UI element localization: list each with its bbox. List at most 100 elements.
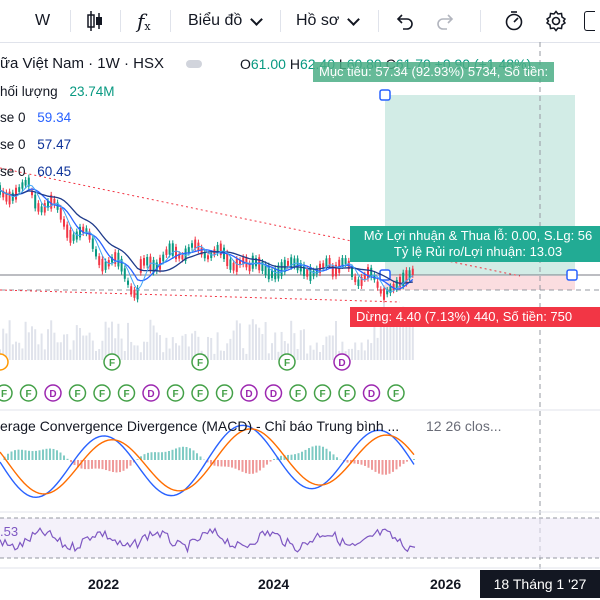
candle-body xyxy=(267,265,270,280)
event-marker xyxy=(278,353,296,371)
candle-body xyxy=(123,268,126,279)
volume-bar xyxy=(216,332,219,360)
event-marker-label: D xyxy=(338,358,345,369)
volume-bar xyxy=(91,340,94,360)
candle-body xyxy=(101,258,104,272)
volume-bar xyxy=(251,319,254,360)
ma-legend-2: se 0 57.47 xyxy=(0,137,72,152)
volume-bar xyxy=(127,322,129,360)
macd-legend[interactable]: erage Convergence Divergence (MACD) - Ch… xyxy=(0,418,400,434)
volume-bar xyxy=(248,324,251,360)
rsi-line xyxy=(0,527,416,554)
event-marker-label: F xyxy=(197,358,203,369)
redo-button[interactable] xyxy=(436,6,456,36)
macd-histogram xyxy=(220,460,223,467)
macd-histogram xyxy=(227,460,230,467)
candle-body xyxy=(21,182,24,189)
candle-body xyxy=(136,288,139,300)
symbol-title[interactable]: ữa Việt Nam · 1W · HSX xyxy=(0,55,203,72)
candle-body xyxy=(184,248,187,261)
candle-body xyxy=(152,259,155,273)
macd-histogram xyxy=(199,456,202,460)
volume-bar xyxy=(82,335,85,360)
candle-type-button[interactable] xyxy=(86,6,104,36)
candle-body xyxy=(72,234,75,241)
volume-bar xyxy=(72,340,75,360)
macd-histogram xyxy=(280,455,282,460)
candle-body xyxy=(117,252,120,267)
macd-histogram xyxy=(378,460,380,474)
candle-body xyxy=(187,247,190,253)
volume-bar xyxy=(175,343,177,360)
volume-bar xyxy=(168,348,171,360)
volume-bar xyxy=(2,328,5,360)
volume-bar xyxy=(34,329,37,360)
candle-body xyxy=(405,270,408,284)
volume-bar xyxy=(8,320,11,360)
candle-body xyxy=(88,231,91,240)
collapse-handle[interactable] xyxy=(186,60,203,69)
volume-bar xyxy=(184,334,187,360)
volume-bar xyxy=(392,308,395,360)
event-marker-label: F xyxy=(74,389,80,400)
undo-button[interactable] xyxy=(394,6,414,36)
macd-histogram xyxy=(353,460,356,464)
macd-histogram xyxy=(136,459,139,460)
chart-menu-button[interactable]: Biểu đồ xyxy=(188,6,264,36)
macd-histogram xyxy=(164,451,167,460)
volume-bar xyxy=(194,330,197,360)
volume-legend: hối lượng 23.74M xyxy=(0,84,115,99)
volume-bar xyxy=(411,318,414,360)
volume-bar xyxy=(351,348,353,360)
drag-handle xyxy=(379,89,391,101)
candle-body xyxy=(5,192,8,202)
crosshair-date-badge: 18 Tháng 1 '27 xyxy=(480,570,600,598)
replay-button[interactable] xyxy=(504,6,526,36)
macd-histogram xyxy=(399,460,401,467)
macd-histogram xyxy=(210,460,212,465)
macd-histogram xyxy=(115,460,118,473)
macd-histogram xyxy=(283,455,286,460)
event-marker xyxy=(240,384,258,402)
settings-button[interactable] xyxy=(545,6,567,36)
candle-body xyxy=(383,288,385,300)
event-marker xyxy=(117,384,136,402)
candle-body xyxy=(325,258,328,268)
volume-bar xyxy=(111,321,113,360)
volume-bar xyxy=(219,350,222,360)
volume-bar xyxy=(18,342,21,360)
candle-body xyxy=(219,243,222,256)
candle-body xyxy=(79,226,81,238)
candle-body xyxy=(293,258,296,267)
event-marker-label: F xyxy=(344,389,350,400)
macd-histogram xyxy=(66,458,69,460)
volume-bar xyxy=(101,340,104,360)
candle-body xyxy=(216,244,219,254)
candle-body xyxy=(127,280,129,285)
macd-histogram xyxy=(189,448,191,460)
stop-label[interactable]: Dừng: 4.40 (7.13%) 440, Số tiền: 750 xyxy=(350,307,600,327)
target-label[interactable]: Mục tiêu: 57.34 (92.93%) 5734, Số tiền: xyxy=(313,62,555,82)
interval-button[interactable]: W xyxy=(35,6,50,36)
more-button[interactable] xyxy=(584,6,595,36)
candle-body xyxy=(312,270,315,277)
profile-menu-button[interactable]: Hồ sơ xyxy=(296,6,361,36)
candle-body xyxy=(143,257,145,266)
volume-bar xyxy=(232,330,235,360)
event-marker xyxy=(44,384,62,402)
volume-bar xyxy=(162,352,165,360)
event-marker xyxy=(289,384,307,402)
candle-body xyxy=(178,254,181,259)
volume-bar xyxy=(319,352,321,360)
macd-histogram xyxy=(388,460,391,474)
volume-bar xyxy=(5,333,8,360)
pnl-label[interactable]: Mở Lợi nhuận & Thua lỗ: 0.00, S.Lg: 56 T… xyxy=(350,226,600,262)
volume-bar xyxy=(120,338,123,360)
volume-bar xyxy=(370,343,373,360)
open-value: 61.00 xyxy=(250,56,286,72)
macd-histogram xyxy=(304,449,307,460)
volume-bar xyxy=(379,315,382,360)
candle-body xyxy=(40,206,43,213)
macd-histogram xyxy=(126,460,128,469)
